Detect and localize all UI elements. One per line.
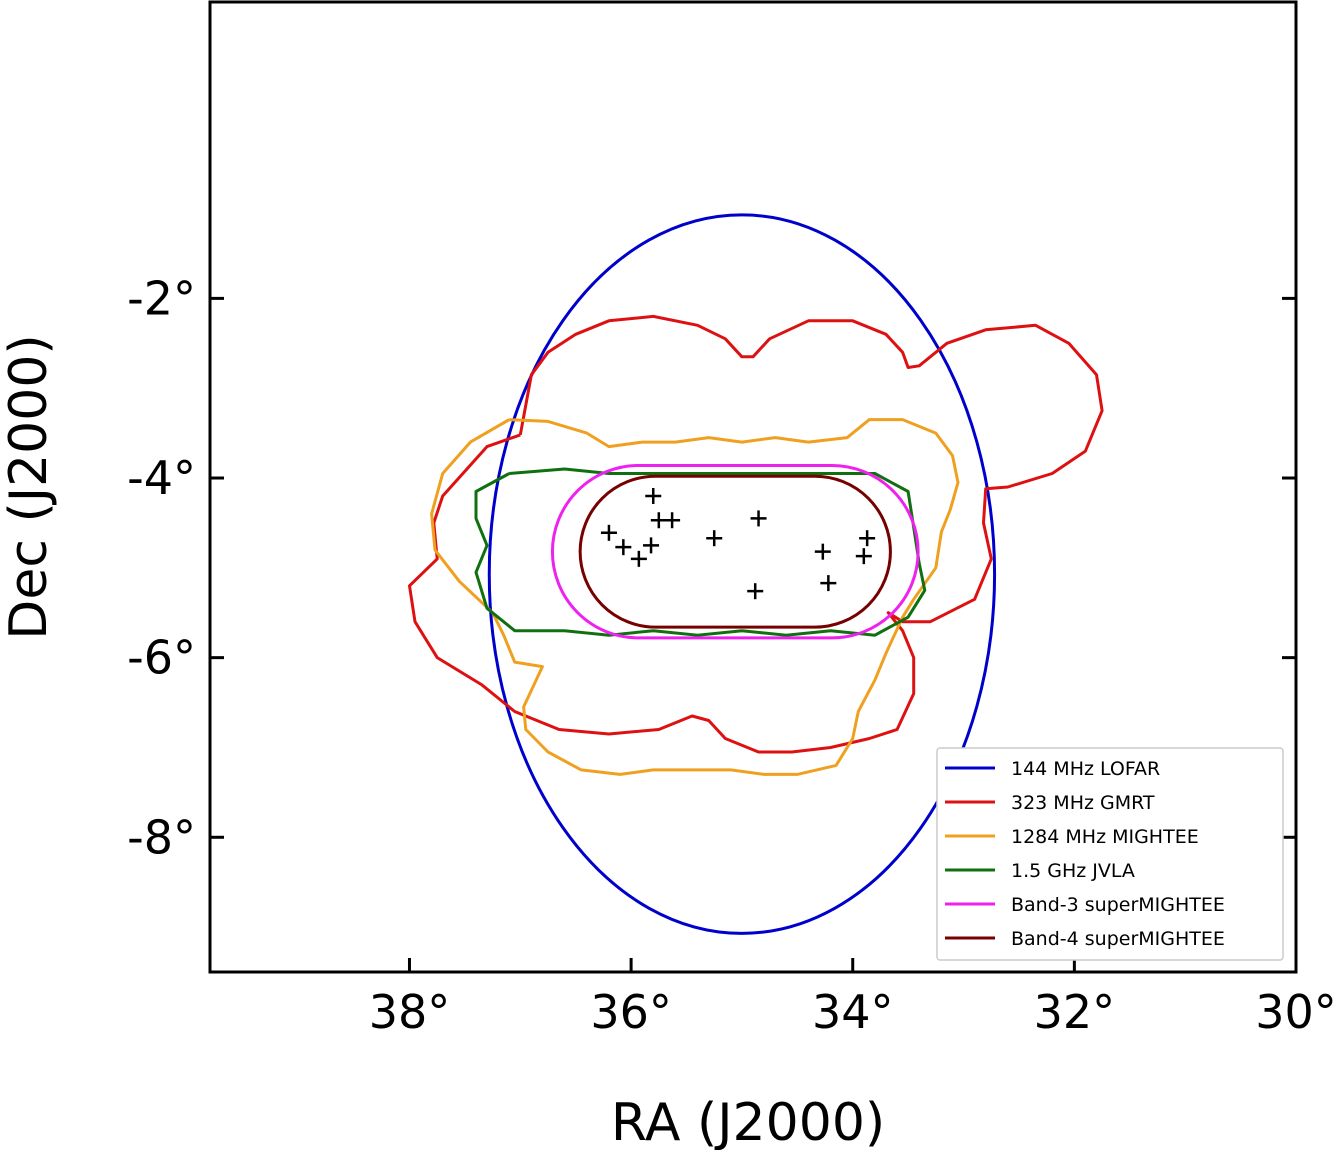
y-tick-label: -8° (127, 810, 196, 864)
legend: 144 MHz LOFAR 323 MHz GMRT 1284 MHz MIGHTE… (936, 747, 1284, 961)
source-marker (855, 548, 872, 565)
x-tick-label: 32° (1034, 985, 1116, 1039)
x-tick-label: 30° (1255, 985, 1337, 1039)
legend-entry: Band-4 superMIGHTEE (945, 928, 1225, 950)
x-axis-title: RA (J2000) (611, 1093, 885, 1150)
source-marker (600, 524, 617, 541)
source-marker (750, 510, 767, 527)
plot-frame (208, 0, 1298, 974)
legend-entry: Band-3 superMIGHTEE (945, 894, 1225, 916)
series-144-mhz-lofar (487, 213, 997, 935)
legend-entry: 1284 MHz MIGHTEE (945, 826, 1199, 848)
x-tick-label: 36° (590, 985, 672, 1039)
marker-layer (600, 487, 876, 600)
legend-label: 1.5 GHz JVLA (1011, 860, 1135, 882)
source-marker (859, 530, 876, 547)
x-tick-label: 38° (369, 985, 451, 1039)
source-marker (615, 539, 632, 556)
source-marker (820, 575, 837, 592)
series-1284-mhz-mightee (430, 418, 960, 776)
legend-label: Band-4 superMIGHTEE (1011, 928, 1225, 950)
source-marker (814, 543, 831, 560)
legend-entry: 1.5 GHz JVLA (945, 860, 1135, 882)
legend-label: 1284 MHz MIGHTEE (1011, 826, 1199, 848)
source-marker (643, 537, 660, 554)
legend-entry: 323 MHz GMRT (945, 792, 1155, 814)
series-1-5-ghz-jvla (474, 467, 927, 637)
y-tick-label: -6° (127, 631, 196, 685)
legend-entry: 144 MHz LOFAR (945, 758, 1160, 780)
series-band-3-supermightee (550, 463, 920, 640)
legend-label: 323 MHz GMRT (1011, 792, 1155, 814)
y-tick-label: -4° (127, 451, 196, 505)
source-marker (747, 583, 764, 600)
y-axis-title: Dec (J2000) (0, 334, 59, 639)
series-band-4-supermightee (578, 474, 892, 629)
y-tick-label: -2° (127, 271, 196, 325)
legend-box (936, 747, 1284, 961)
legend-label: 144 MHz LOFAR (1011, 758, 1160, 780)
source-marker (645, 487, 662, 504)
source-marker (664, 512, 681, 529)
legend-label: Band-3 superMIGHTEE (1011, 894, 1225, 916)
source-marker (706, 530, 723, 547)
series-layer (408, 213, 1104, 935)
source-marker (630, 550, 647, 567)
x-tick-label: 34° (812, 985, 894, 1039)
series-323-mhz-gmrt (408, 314, 1104, 754)
